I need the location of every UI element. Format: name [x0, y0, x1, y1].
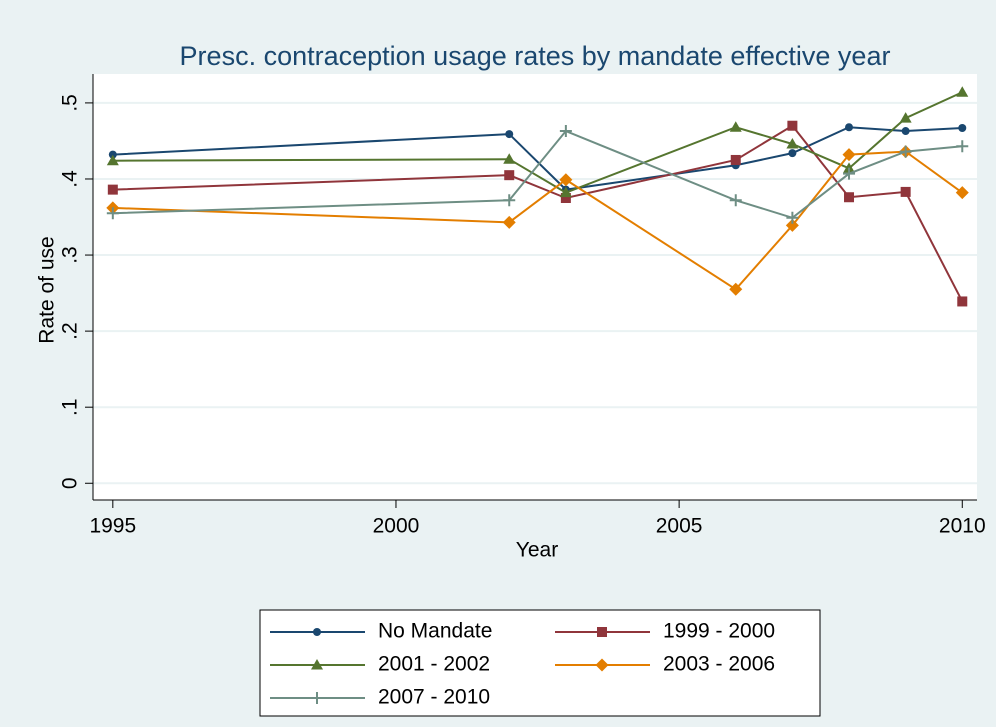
- series-line: [112, 150, 963, 291]
- marker: [842, 148, 856, 162]
- x-tick-label: 2010: [939, 515, 986, 538]
- y-tick-label: .3: [59, 246, 82, 264]
- marker: [502, 215, 516, 229]
- series-line: [112, 124, 964, 302]
- legend-label: 2003 - 2006: [663, 653, 775, 676]
- marker: [560, 192, 571, 203]
- y-tick-label: .4: [59, 170, 82, 188]
- legend-marker: [311, 692, 323, 704]
- marker: [504, 170, 515, 181]
- plot-area: [93, 74, 977, 500]
- marker: [845, 123, 854, 132]
- marker: [107, 184, 118, 195]
- marker: [786, 137, 799, 149]
- y-tick-label: .2: [59, 322, 82, 340]
- legend-marker: [595, 658, 609, 672]
- marker: [786, 211, 799, 224]
- y-tick-label: .1: [59, 398, 82, 416]
- legend-label: 2007 - 2010: [378, 686, 490, 709]
- legend-marker: [313, 628, 321, 636]
- marker: [900, 186, 911, 197]
- marker: [956, 140, 969, 153]
- marker: [958, 124, 967, 133]
- marker: [505, 130, 514, 139]
- marker: [844, 192, 855, 203]
- marker: [899, 112, 912, 123]
- series-line: [112, 129, 963, 219]
- marker: [955, 186, 969, 200]
- marker: [559, 173, 573, 187]
- marker: [503, 153, 516, 164]
- marker: [785, 218, 799, 232]
- marker: [843, 167, 856, 180]
- marker: [956, 86, 969, 97]
- series-line: [112, 126, 963, 191]
- y-tick-label: .5: [59, 94, 82, 112]
- legend-label: No Mandate: [378, 620, 492, 643]
- legend-label: 1999 - 2000: [663, 620, 775, 643]
- marker: [901, 127, 910, 136]
- marker: [787, 120, 798, 131]
- marker: [108, 150, 117, 159]
- marker: [503, 194, 516, 207]
- y-axis-label: Rate of use: [36, 236, 59, 343]
- marker: [843, 162, 856, 173]
- chart-title: Presc. contraception usage rates by mand…: [180, 41, 891, 71]
- series-line: [112, 91, 963, 194]
- marker: [899, 145, 912, 158]
- legend-marker: [597, 627, 607, 637]
- x-axis-label: Year: [516, 539, 558, 562]
- marker: [106, 207, 119, 220]
- legend-marker: [311, 659, 323, 670]
- marker: [729, 121, 742, 132]
- x-tick-label: 2000: [373, 515, 420, 538]
- marker: [957, 296, 968, 307]
- x-tick-label: 1995: [89, 515, 136, 538]
- marker: [788, 149, 797, 158]
- marker: [559, 125, 572, 138]
- legend-label: 2001 - 2002: [378, 653, 490, 676]
- marker: [730, 154, 741, 165]
- marker: [729, 194, 742, 207]
- marker: [729, 282, 743, 296]
- x-tick-label: 2005: [656, 515, 703, 538]
- y-tick-label: 0: [59, 477, 82, 489]
- marker: [559, 186, 572, 198]
- marker: [106, 154, 119, 166]
